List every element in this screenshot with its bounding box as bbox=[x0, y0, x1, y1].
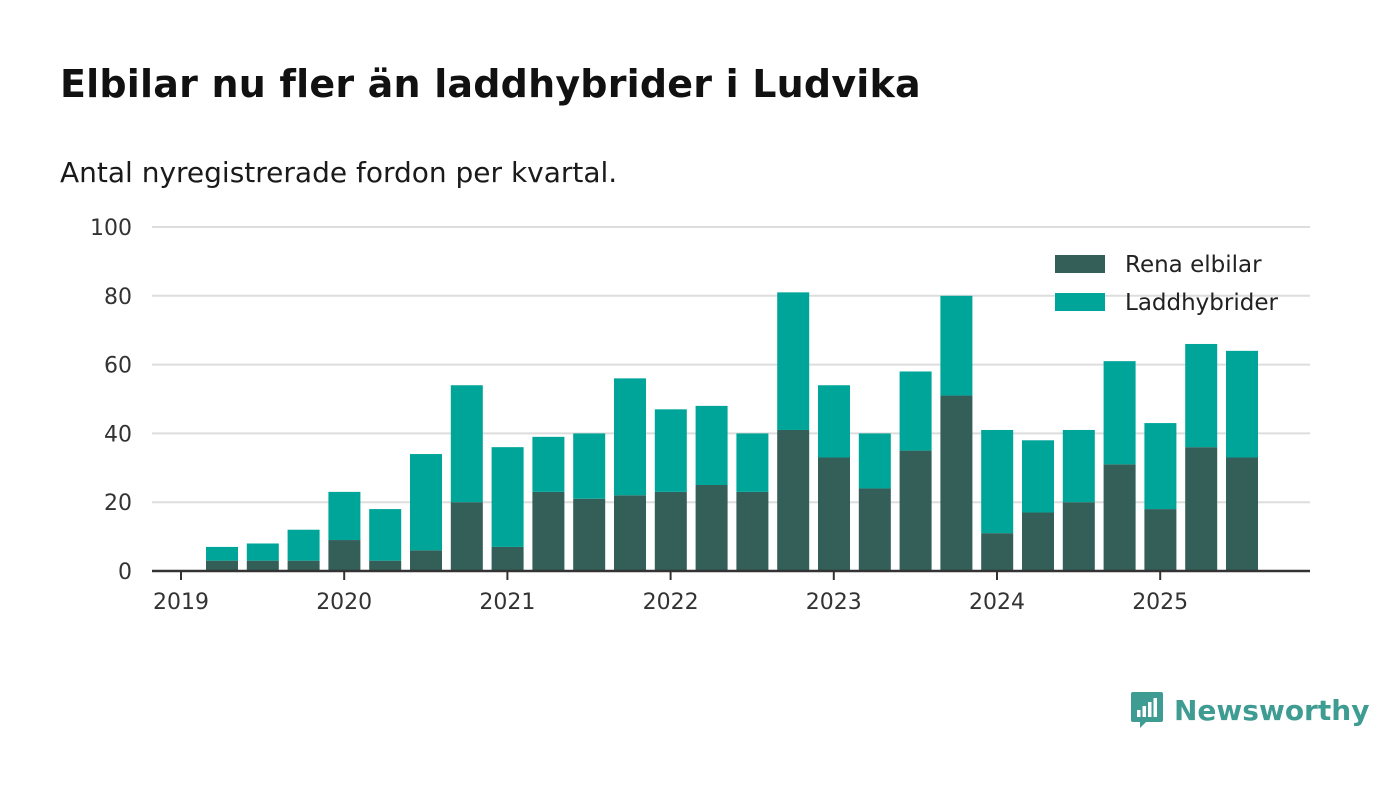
bar-rena-elbilar bbox=[573, 498, 606, 571]
bar-laddhybrider bbox=[573, 433, 606, 499]
y-axis-labels: 0 20 40 60 80 100 bbox=[90, 216, 132, 585]
newsworthy-logo: Newsworthy bbox=[1130, 690, 1369, 730]
x-tick-label: 2025 bbox=[1132, 590, 1188, 615]
y-tick-label: 40 bbox=[104, 422, 132, 447]
legend: Rena elbilar Laddhybrider bbox=[1055, 252, 1278, 316]
bar-rena-elbilar bbox=[858, 488, 891, 571]
bars bbox=[206, 292, 1258, 571]
bar-rena-elbilar bbox=[940, 395, 973, 571]
bar-laddhybrider bbox=[287, 529, 320, 561]
bar-laddhybrider bbox=[695, 405, 728, 485]
bar-laddhybrider bbox=[532, 436, 565, 492]
legend-swatch-laddhybrider bbox=[1055, 293, 1105, 311]
bar-laddhybrider bbox=[410, 454, 442, 551]
bar-laddhybrider bbox=[654, 409, 687, 492]
bar-rena-elbilar bbox=[654, 491, 687, 571]
legend-swatch-rena-elbilar bbox=[1055, 255, 1105, 273]
bar-rena-elbilar bbox=[287, 560, 320, 571]
bar-rena-elbilar bbox=[1022, 512, 1054, 571]
bar-laddhybrider bbox=[1022, 440, 1054, 513]
x-tick-label: 2019 bbox=[153, 590, 209, 615]
bar-rena-elbilar bbox=[246, 560, 279, 571]
bar-rena-elbilar bbox=[450, 502, 483, 571]
bar-rena-elbilar bbox=[818, 457, 850, 571]
bar-rena-elbilar bbox=[328, 540, 361, 571]
bar-laddhybrider bbox=[246, 543, 279, 561]
bar-rena-elbilar bbox=[1103, 464, 1136, 571]
bar-laddhybrider bbox=[1226, 350, 1258, 458]
bar-laddhybrider bbox=[858, 433, 891, 489]
x-tick-label: 2023 bbox=[806, 590, 862, 615]
chart-title: Elbilar nu fler än laddhybrider i Ludvik… bbox=[60, 62, 921, 106]
x-tick-label: 2024 bbox=[969, 590, 1025, 615]
bar-rena-elbilar bbox=[410, 550, 442, 571]
bar-laddhybrider bbox=[940, 295, 973, 396]
bar-rena-elbilar bbox=[1185, 447, 1218, 571]
bar-laddhybrider bbox=[1144, 423, 1177, 510]
y-tick-label: 80 bbox=[104, 285, 132, 310]
bar-rena-elbilar bbox=[736, 491, 769, 571]
bar-rena-elbilar bbox=[369, 560, 402, 571]
bar-rena-elbilar bbox=[777, 429, 810, 571]
bar-rena-elbilar bbox=[981, 533, 1014, 571]
bar-laddhybrider bbox=[491, 447, 524, 547]
bar-laddhybrider bbox=[981, 429, 1014, 534]
bar-laddhybrider bbox=[450, 385, 483, 503]
bar-laddhybrider bbox=[206, 546, 238, 561]
bar-rena-elbilar bbox=[491, 546, 524, 571]
bar-rena-elbilar bbox=[614, 495, 646, 571]
brand-name: Newsworthy bbox=[1174, 693, 1370, 727]
bar-laddhybrider bbox=[818, 385, 850, 458]
bar-rena-elbilar bbox=[695, 485, 728, 571]
bar-rena-elbilar bbox=[899, 450, 932, 571]
bar-laddhybrider bbox=[1185, 343, 1218, 448]
bar-laddhybrider bbox=[899, 371, 932, 451]
bar-laddhybrider bbox=[369, 509, 402, 561]
bar-laddhybrider bbox=[736, 433, 769, 492]
bar-laddhybrider bbox=[777, 292, 810, 430]
bar-rena-elbilar bbox=[1062, 502, 1095, 571]
chart-subtitle: Antal nyregistrerade fordon per kvartal. bbox=[60, 156, 618, 189]
legend-label-rena-elbilar: Rena elbilar bbox=[1125, 252, 1262, 278]
bar-rena-elbilar bbox=[206, 560, 238, 571]
x-tick-label: 2020 bbox=[316, 590, 372, 615]
bar-rena-elbilar bbox=[532, 491, 565, 571]
legend-label-laddhybrider: Laddhybrider bbox=[1125, 290, 1278, 316]
y-tick-label: 100 bbox=[90, 216, 132, 241]
bar-chart-logo-icon bbox=[1131, 692, 1163, 728]
bar-laddhybrider bbox=[614, 378, 646, 496]
bar-laddhybrider bbox=[328, 491, 361, 541]
bar-laddhybrider bbox=[1062, 429, 1095, 503]
y-tick-label: 60 bbox=[104, 354, 132, 379]
bar-rena-elbilar bbox=[1226, 457, 1258, 571]
x-tick-label: 2021 bbox=[479, 590, 535, 615]
bar-rena-elbilar bbox=[1144, 509, 1177, 571]
y-tick-label: 20 bbox=[104, 491, 132, 516]
x-axis-labels: 2019 2020 2021 2022 2023 2024 2025 bbox=[153, 571, 1188, 615]
x-tick-label: 2022 bbox=[643, 590, 699, 615]
y-tick-label: 0 bbox=[118, 560, 132, 585]
bar-laddhybrider bbox=[1103, 361, 1136, 465]
